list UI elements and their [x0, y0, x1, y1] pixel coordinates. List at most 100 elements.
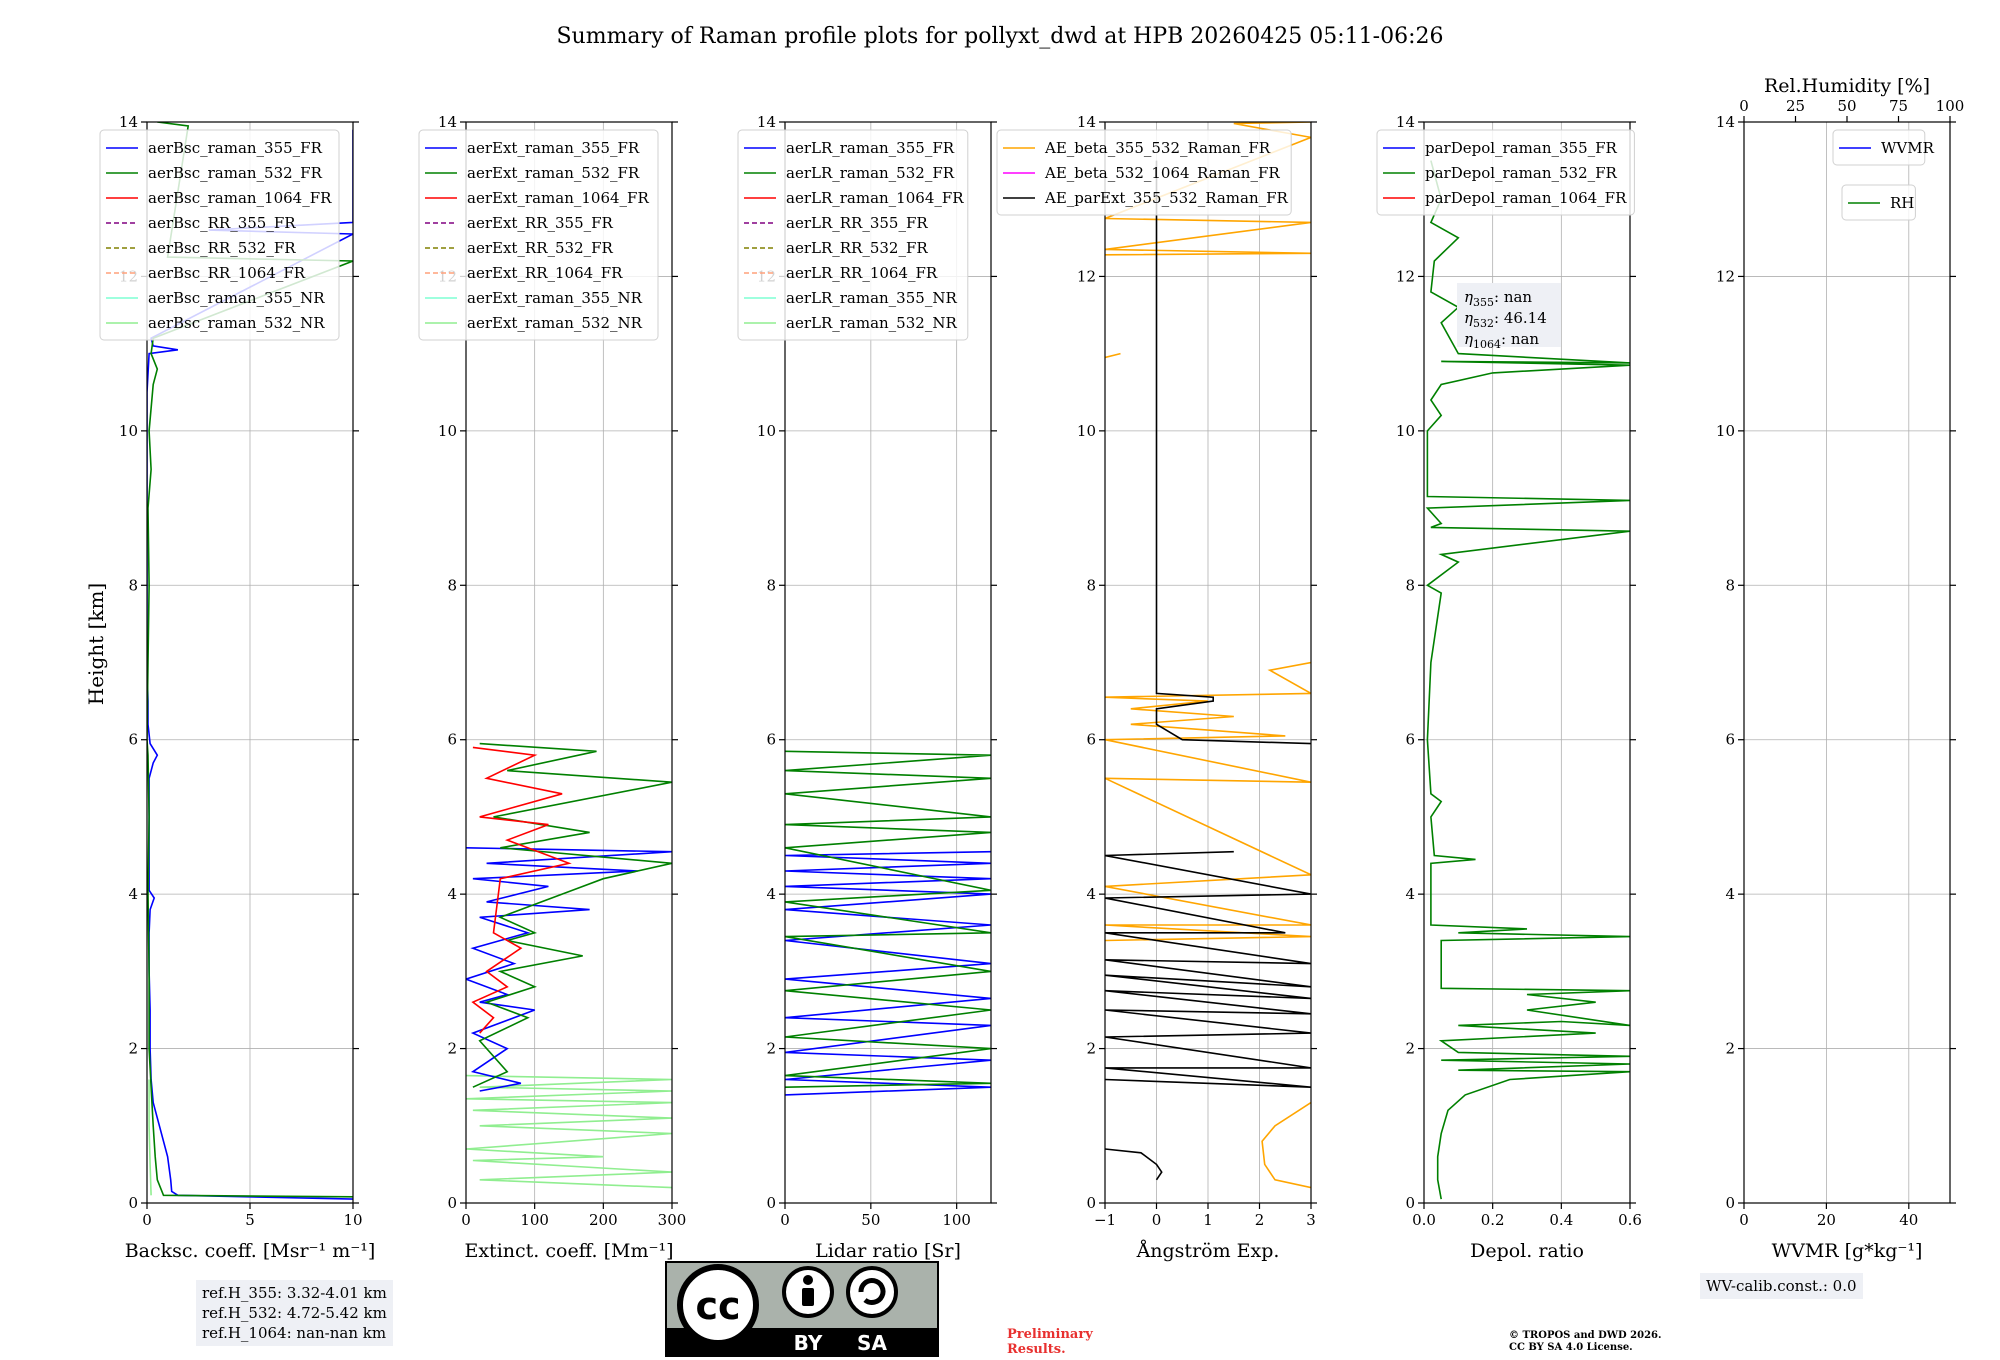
axes-frame: [1423, 121, 1631, 1204]
y-tick-label: 6: [1725, 731, 1735, 749]
legend-angstrom: AE_beta_355_532_Raman_FR AE_beta_532_1064…: [996, 129, 1292, 216]
series-group-lidar_ratio: [785, 750, 991, 1096]
series-group-extinction: [466, 742, 672, 1189]
panel-lidar_ratio: 02468101214050100Lidar ratio [Sr]aerLR_r…: [737, 113, 997, 1262]
series-line-AE_beta_355_532_Raman_FR: [1261, 1101, 1311, 1189]
legend-label: aerBsc_raman_532_FR: [148, 164, 323, 182]
y-tick-label: 4: [128, 885, 138, 903]
eta-symbol: η: [1464, 288, 1473, 306]
y-tick-label: 8: [1405, 576, 1415, 594]
legend-label: aerLR_raman_1064_FR: [786, 189, 964, 207]
badge-sa-label: SA: [857, 1331, 887, 1355]
copyright-note: © TROPOS and DWD 2026. CC BY SA 4.0 Lice…: [1509, 1330, 1661, 1354]
sa-share-arrow: [858, 1278, 886, 1305]
legend-label: aerBsc_raman_355_NR: [148, 289, 325, 307]
y-tick-label: 10: [119, 422, 138, 440]
y-tick-label: 4: [1725, 885, 1735, 903]
ref-height-355: ref.H_355: 3.32-4.01 km: [202, 1284, 387, 1302]
y-tick-label: 12: [1396, 267, 1415, 285]
y-tick-label: 0: [1086, 1194, 1096, 1212]
legend-label: aerExt_raman_1064_FR: [467, 189, 649, 207]
panel-extinction: 024681012140100200300Extinct. coeff. [Mm…: [418, 113, 686, 1262]
legend-label: aerExt_RR_1064_FR: [467, 264, 623, 282]
x-tick-label: 0: [780, 1211, 790, 1229]
subplot-panels: 024681012140510Backsc. coeff. [Msr⁻¹ m⁻¹…: [99, 75, 1964, 1262]
legend-label: aerExt_RR_532_FR: [467, 239, 614, 257]
axes-frame: [1743, 121, 1951, 1204]
y-tick-label: 14: [1396, 113, 1415, 131]
legend-label: aerBsc_raman_532_NR: [148, 314, 325, 332]
x-tick-label: 0.4: [1549, 1211, 1573, 1229]
legend-label: aerBsc_raman_1064_FR: [148, 189, 332, 207]
eta-value: : nan: [1494, 288, 1532, 306]
top-tick-label: 100: [1936, 97, 1965, 115]
legend-label: AE_beta_532_1064_Raman_FR: [1044, 164, 1280, 182]
legend-label: aerExt_raman_532_NR: [467, 314, 643, 332]
x-tick-label: 40: [1899, 1211, 1918, 1229]
badge-by-label: BY: [794, 1331, 823, 1355]
x-axis-label: Lidar ratio [Sr]: [815, 1240, 961, 1262]
ref-height-532: ref.H_532: 4.72-5.42 km: [202, 1304, 387, 1322]
x-tick-label: 0: [142, 1211, 152, 1229]
y-axis-label: Height [km]: [84, 583, 108, 705]
legend-label: AE_parExt_355_532_Raman_FR: [1044, 189, 1289, 207]
y-tick-label: 6: [1086, 731, 1096, 749]
x-tick-label: 100: [520, 1211, 549, 1229]
x-tick-label: 5: [245, 1211, 255, 1229]
legend-extinction: aerExt_raman_355_FR aerExt_raman_532_FRae…: [418, 129, 659, 341]
legend-depolarization: parDepol_raman_355_FR parDepol_raman_532_…: [1376, 129, 1635, 216]
cc-circle-icon: [677, 1264, 759, 1346]
series-line-AE_beta_355_532_Raman_FR: [1105, 122, 1311, 256]
legend-label: aerBsc_RR_532_FR: [148, 239, 296, 257]
x-axis-label: Ångström Exp.: [1136, 1240, 1280, 1262]
y-tick-label: 2: [1405, 1040, 1415, 1058]
x-tick-label: −1: [1094, 1211, 1116, 1229]
legend-label: aerExt_raman_355_NR: [467, 289, 643, 307]
x-tick-label: 50: [861, 1211, 880, 1229]
series-line-aerExt_raman_355_FR: [466, 847, 672, 1092]
y-tick-label: 4: [766, 885, 776, 903]
series-line-AE_parExt_355_532_Raman_FR: [1105, 1148, 1163, 1181]
y-tick-label: 8: [1086, 576, 1096, 594]
legend-box: [737, 129, 969, 341]
figure-title: Summary of Raman profile plots for polly…: [556, 24, 1443, 49]
ref-height-1064: ref.H_1064: nan-nan km: [202, 1324, 387, 1342]
series-line-aerBsc_raman_355_FR: [147, 129, 353, 1200]
legend-box: [99, 129, 340, 341]
series-line-AE_parExt_355_532_Raman_FR: [1105, 850, 1311, 1088]
legend2-water_vapor: RH: [1841, 184, 1916, 221]
y-tick-label: 8: [447, 576, 457, 594]
legend-box: [1832, 129, 1926, 166]
x-tick-label: 2: [1255, 1211, 1265, 1229]
top-tick-label: 50: [1837, 97, 1856, 115]
top-axis-label: Rel.Humidity [%]: [1764, 75, 1930, 97]
x-axis-label: Backsc. coeff. [Msr⁻¹ m⁻¹]: [125, 1240, 376, 1262]
legend-label: aerBsc_raman_355_FR: [148, 139, 323, 157]
by-person-body: [802, 1288, 814, 1306]
legend-label: aerBsc_RR_355_FR: [148, 214, 296, 232]
series-line-aerExt_raman_532_NR: [466, 1074, 672, 1189]
legend-label: aerLR_RR_532_FR: [786, 239, 928, 257]
x-tick-label: 0.0: [1412, 1211, 1436, 1229]
wv-calib-text: WV-calib.const.: 0.0: [1706, 1277, 1857, 1295]
x-tick-label: 200: [589, 1211, 618, 1229]
y-tick-label: 0: [1725, 1194, 1735, 1212]
series-line-aerBsc_raman_532_NR: [148, 1079, 152, 1196]
eta-symbol: η: [1464, 330, 1473, 348]
y-tick-label: 0: [447, 1194, 457, 1212]
eta-value: : nan: [1501, 330, 1539, 348]
eta-line: η1064: nan: [1464, 330, 1539, 351]
y-tick-label: 14: [119, 113, 138, 131]
legend-label: AE_beta_355_532_Raman_FR: [1044, 139, 1271, 157]
axes-frame: [784, 121, 992, 1204]
y-tick-label: 4: [447, 885, 457, 903]
reference-height-box: ref.H_355: 3.32-4.01 km ref.H_532: 4.72-5…: [196, 1280, 393, 1346]
legend-label: aerExt_raman_355_FR: [467, 139, 640, 157]
cc-glyph: cc: [695, 1284, 740, 1328]
y-tick-label: 14: [1716, 113, 1735, 131]
wv-calibration-box: WV-calib.const.: 0.0: [1700, 1273, 1863, 1299]
x-axis-label: Extinct. coeff. [Mm⁻¹]: [464, 1240, 673, 1262]
top-tick-label: 75: [1889, 97, 1908, 115]
